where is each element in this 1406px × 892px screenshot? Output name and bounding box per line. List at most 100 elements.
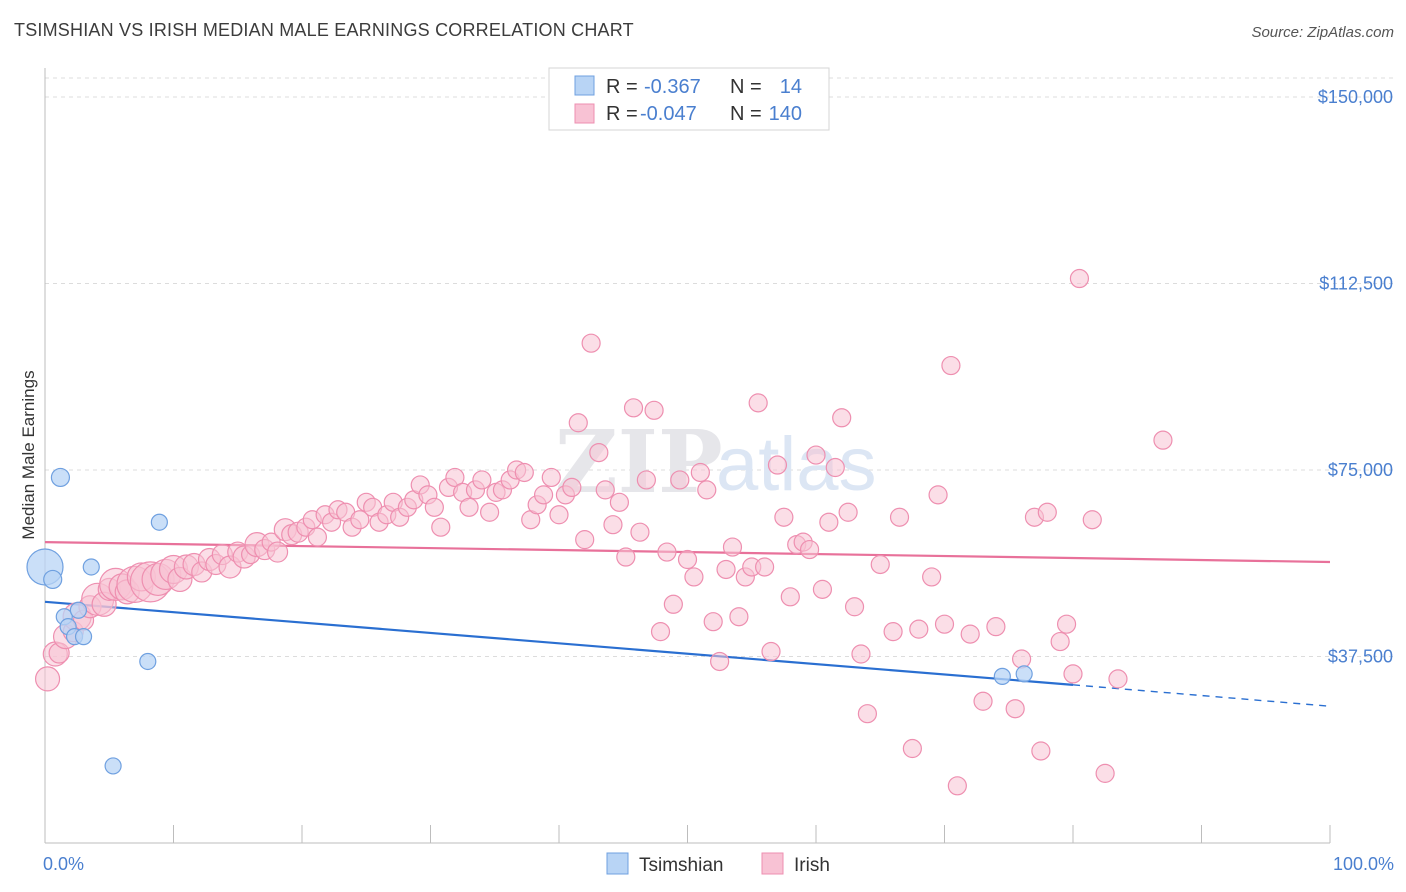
irish-point-98 <box>703 612 723 632</box>
x-tick-labels: 0.0% 100.0% <box>43 854 1394 874</box>
legend-n-value-irish: 140 <box>769 103 802 125</box>
irish-point-60 <box>445 467 465 488</box>
tsimshian-point-8 <box>82 558 100 576</box>
irish-point-127 <box>909 619 929 639</box>
irish-point-121 <box>851 644 871 664</box>
irish-point-97 <box>697 480 717 500</box>
irish-point-102 <box>729 607 749 627</box>
series-irish <box>34 268 1173 796</box>
irish-point-93 <box>670 470 690 490</box>
irish-point-57 <box>424 497 444 517</box>
irish-point-110 <box>780 587 800 607</box>
irish-point-135 <box>986 617 1006 637</box>
irish-point-124 <box>883 622 903 642</box>
irish-point-40 <box>307 527 328 547</box>
bottom-legend-label-irish: Irish <box>794 855 830 876</box>
irish-point-128 <box>922 567 942 587</box>
irish-point-46 <box>350 510 370 530</box>
irish-point-106 <box>754 557 775 577</box>
irish-point-136 <box>1005 699 1025 719</box>
legend-r-label-tsimshian: R = <box>606 76 638 98</box>
tsimshian-point-7 <box>74 628 93 646</box>
y-tick-label-3: $150,000 <box>1318 87 1393 107</box>
y-tick-label-2: $112,500 <box>1319 274 1393 294</box>
y-axis-title: Median Male Earnings <box>19 370 38 539</box>
irish-point-145 <box>1082 510 1102 530</box>
irish-point-100 <box>716 559 736 580</box>
irish-point-131 <box>941 355 961 376</box>
irish-point-125 <box>889 507 910 527</box>
tsimshian-point-13 <box>1015 665 1033 683</box>
irish-point-78 <box>568 413 588 433</box>
irish-point-91 <box>657 542 677 562</box>
data-points <box>26 268 1173 796</box>
irish-point-0 <box>34 666 61 692</box>
legend-swatch-tsimshian <box>574 75 595 96</box>
bottom-legend-swatch-tsimshian <box>606 852 629 875</box>
x-tick-label-max: 100.0% <box>1333 854 1394 874</box>
legend-r-value-tsimshian: -0.367 <box>644 76 701 98</box>
tsimshian-point-12 <box>993 667 1011 685</box>
trend-line-tsimshian-extension <box>1072 684 1331 707</box>
irish-point-58 <box>431 517 451 537</box>
watermark-atlas: atlas <box>716 422 877 507</box>
irish-point-84 <box>609 492 629 512</box>
axes <box>44 68 1331 844</box>
irish-point-119 <box>838 502 858 522</box>
irish-point-80 <box>581 333 601 353</box>
irish-point-148 <box>1153 430 1173 450</box>
irish-point-92 <box>663 594 683 614</box>
x-tick-label-min: 0.0% <box>43 854 84 874</box>
irish-point-77 <box>562 477 582 498</box>
irish-point-95 <box>684 567 704 587</box>
irish-point-99 <box>710 651 730 672</box>
irish-point-130 <box>934 614 955 634</box>
irish-point-64 <box>472 470 492 490</box>
irish-point-85 <box>616 547 636 567</box>
irish-point-134 <box>973 691 993 711</box>
tsimshian-point-2 <box>50 467 71 488</box>
irish-point-94 <box>677 549 698 570</box>
irish-point-141 <box>1050 631 1070 652</box>
legend: R = -0.367 N = 14 R = -0.047 N = 140 <box>548 67 830 131</box>
irish-point-90 <box>650 622 671 642</box>
irish-point-147 <box>1108 669 1128 689</box>
irish-point-83 <box>603 515 623 535</box>
irish-point-126 <box>902 738 922 759</box>
irish-point-74 <box>541 467 561 488</box>
irish-point-62 <box>459 497 479 517</box>
irish-point-86 <box>623 398 644 418</box>
legend-n-label-tsimshian: N = <box>730 76 762 98</box>
tsimshian-point-9 <box>104 757 122 775</box>
irish-point-142 <box>1056 614 1077 634</box>
series-tsimshian <box>26 467 1033 775</box>
irish-point-140 <box>1037 502 1057 522</box>
watermark: ZIP atlas <box>555 412 877 513</box>
irish-point-113 <box>799 539 820 560</box>
irish-point-122 <box>857 704 878 724</box>
trend-line-tsimshian <box>44 600 1074 686</box>
chart-title: TSIMSHIAN VS IRISH MEDIAN MALE EARNINGS … <box>14 20 634 40</box>
irish-point-87 <box>630 522 650 542</box>
tsimshian-point-1 <box>43 569 63 590</box>
irish-point-70 <box>514 462 534 483</box>
irish-point-123 <box>870 554 890 575</box>
irish-point-115 <box>812 579 833 599</box>
irish-point-120 <box>844 597 865 617</box>
irish-point-82 <box>595 480 615 500</box>
y-tick-labels: $37,500 $75,000 $112,500 $150,000 <box>1318 87 1393 667</box>
irish-point-143 <box>1063 664 1083 684</box>
y-tick-label-1: $75,000 <box>1328 460 1393 480</box>
irish-point-34 <box>266 541 289 563</box>
irish-point-108 <box>767 455 788 475</box>
bottom-legend-label-tsimshian: Tsimshian <box>639 855 723 876</box>
irish-point-101 <box>722 537 743 557</box>
irish-point-88 <box>636 470 656 490</box>
irish-point-96 <box>690 462 710 483</box>
irish-point-132 <box>947 776 967 796</box>
irish-point-114 <box>806 445 826 465</box>
irish-point-139 <box>1031 741 1051 761</box>
irish-point-65 <box>480 502 500 522</box>
irish-point-118 <box>832 408 852 428</box>
